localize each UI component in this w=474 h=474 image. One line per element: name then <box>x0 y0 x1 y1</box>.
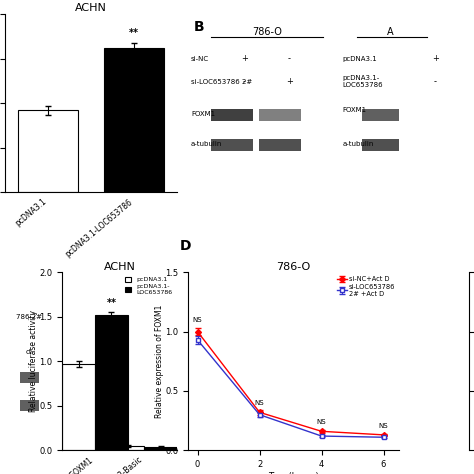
Bar <box>95 315 128 450</box>
FancyBboxPatch shape <box>363 139 399 151</box>
Y-axis label: Relative expression of FOXM1: Relative expression of FOXM1 <box>155 305 164 418</box>
Text: pcDNA3.1: pcDNA3.1 <box>343 56 378 62</box>
Bar <box>104 48 164 192</box>
Text: NS: NS <box>379 423 388 429</box>
Text: D: D <box>180 239 191 254</box>
Text: +: + <box>241 54 248 63</box>
Text: si-NC: si-NC <box>191 56 209 62</box>
Text: B: B <box>194 19 204 34</box>
Text: NS: NS <box>317 419 327 425</box>
Title: 786-O: 786-O <box>276 262 311 272</box>
Text: **: ** <box>129 28 139 38</box>
Bar <box>62 364 95 450</box>
Text: **: ** <box>106 298 116 308</box>
Bar <box>111 446 144 450</box>
Text: +: + <box>286 77 293 86</box>
Legend: pcDNA3.1, pcDNA3.1-
LOC653786: pcDNA3.1, pcDNA3.1- LOC653786 <box>124 275 174 296</box>
FancyBboxPatch shape <box>211 109 253 121</box>
Text: A: A <box>387 27 394 37</box>
FancyBboxPatch shape <box>363 109 399 121</box>
Text: 786-O: 786-O <box>252 27 282 37</box>
FancyBboxPatch shape <box>258 109 301 121</box>
Bar <box>18 110 78 192</box>
Text: -: - <box>434 77 437 86</box>
Legend: si-NC+Act D, si-LOC653786
2# +Act D: si-NC+Act D, si-LOC653786 2# +Act D <box>336 276 396 297</box>
Text: 786 2#: 786 2# <box>16 314 42 320</box>
Text: ct: ct <box>26 349 33 356</box>
Bar <box>144 447 177 450</box>
Title: ACHN: ACHN <box>104 262 136 272</box>
Text: FOXM1: FOXM1 <box>191 111 215 117</box>
Text: -: - <box>288 54 291 63</box>
Text: si-LOC653786 2#: si-LOC653786 2# <box>191 79 252 85</box>
Text: +: + <box>432 54 439 63</box>
Text: NS: NS <box>255 401 264 406</box>
FancyBboxPatch shape <box>211 139 253 151</box>
Y-axis label: Relative luciferase activity: Relative luciferase activity <box>29 310 38 412</box>
Title: ACHN: ACHN <box>75 3 107 13</box>
Text: a-tubulin: a-tubulin <box>343 141 374 147</box>
FancyBboxPatch shape <box>258 139 301 151</box>
FancyBboxPatch shape <box>19 372 39 383</box>
Text: NS: NS <box>193 317 202 323</box>
X-axis label: Time(hours): Time(hours) <box>268 472 319 474</box>
FancyBboxPatch shape <box>19 401 39 411</box>
Text: FOXM1: FOXM1 <box>343 107 367 113</box>
Text: -: - <box>243 77 246 86</box>
Text: pcDNA3.1-
LOC653786: pcDNA3.1- LOC653786 <box>343 75 383 88</box>
Text: a-tubulin: a-tubulin <box>191 141 222 147</box>
